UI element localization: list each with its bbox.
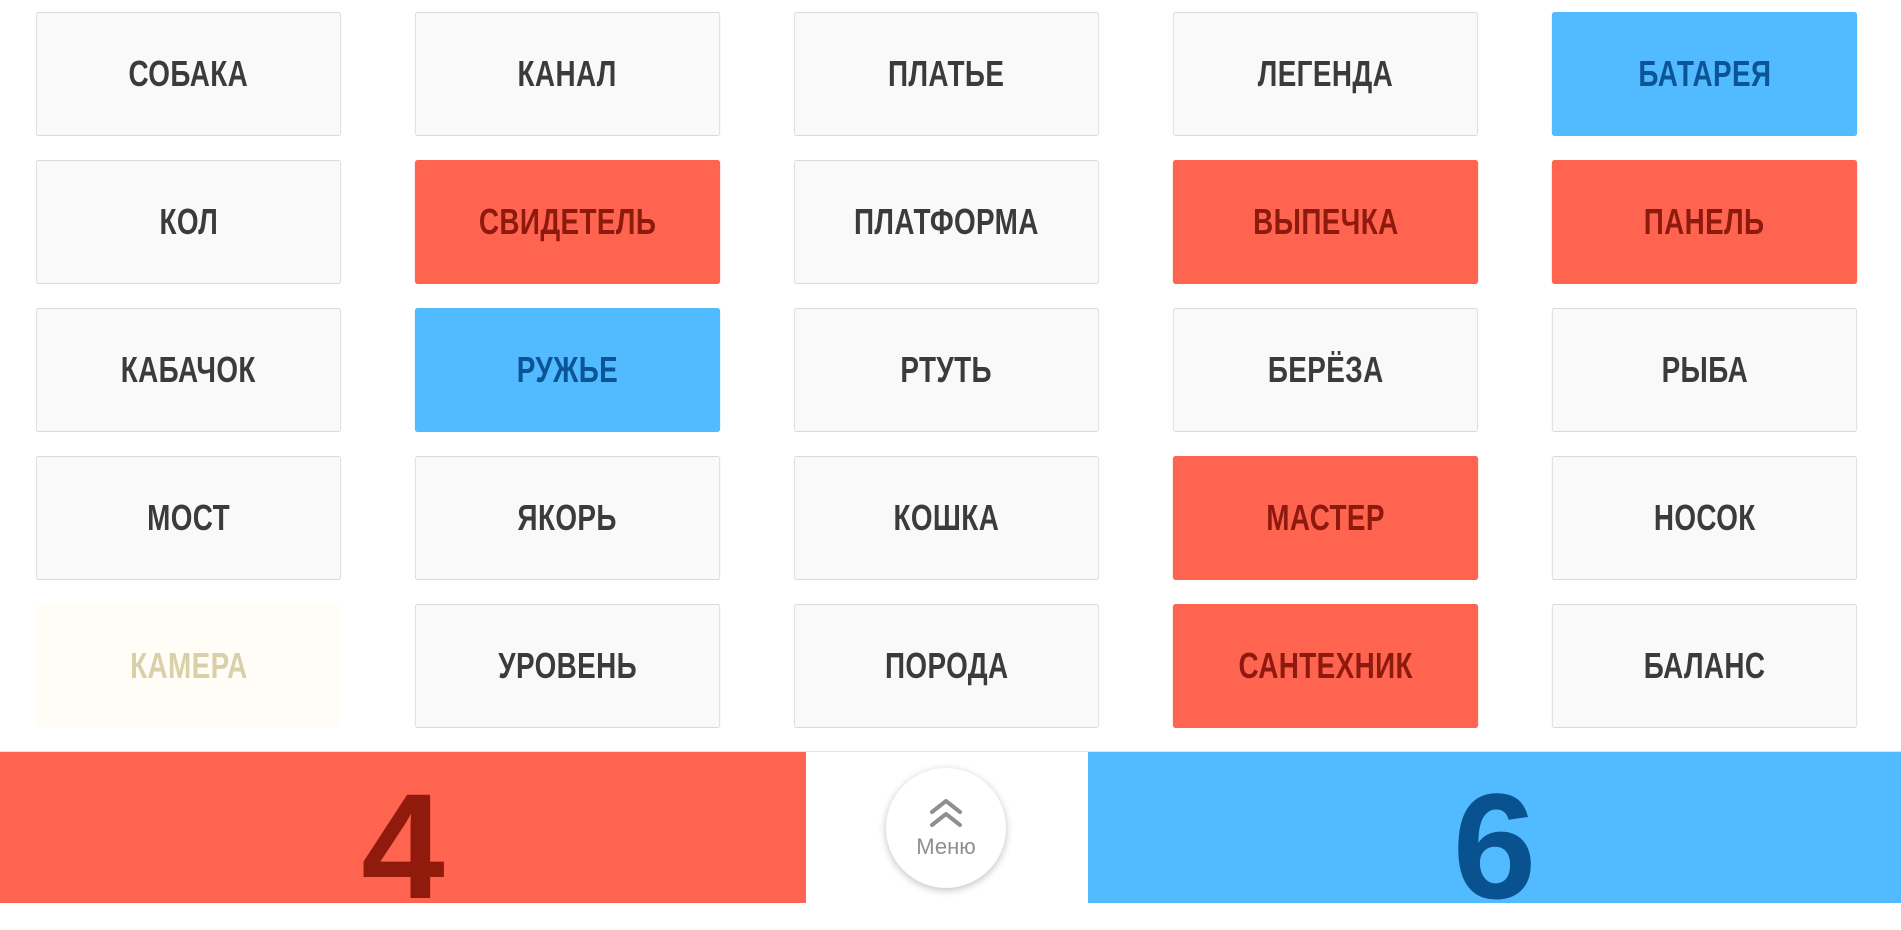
word-card[interactable]: ВЫПЕЧКА [1172, 160, 1479, 284]
word-card[interactable]: БАТАРЕЯ [1551, 12, 1858, 136]
card-word: ЛЕГЕНДА [1257, 53, 1394, 94]
menu-button[interactable]: Меню [886, 768, 1006, 888]
card-word: КАНАЛ [517, 53, 618, 94]
card-word: КАМЕРА [129, 645, 248, 686]
word-card[interactable]: МАСТЕР [1172, 456, 1479, 580]
word-card[interactable]: ЛЕГЕНДА [1172, 12, 1479, 136]
card-word: РТУТЬ [900, 349, 993, 390]
card-word: КАБАЧОК [120, 349, 257, 390]
word-card[interactable]: СВИДЕТЕЛЬ [414, 160, 721, 284]
word-card[interactable]: ПОРОДА [793, 604, 1100, 728]
score-bar: 4 6 [0, 751, 1901, 921]
word-card[interactable]: МОСТ [35, 456, 342, 580]
word-card[interactable]: РУЖЬЕ [414, 308, 721, 432]
game-board: СОБАКА КАНАЛ ПЛАТЬЕ ЛЕГЕНДА БАТАРЕЯ КОЛ СВИДЕТ… [11, 12, 1882, 728]
word-card[interactable]: НОСОК [1551, 456, 1858, 580]
word-card[interactable]: КАБАЧОК [35, 308, 342, 432]
word-card[interactable]: РЫБА [1551, 308, 1858, 432]
card-word: КОЛ [159, 201, 218, 242]
word-card[interactable]: БАЛАНС [1551, 604, 1858, 728]
double-chevron-up-icon [930, 799, 962, 827]
card-word: САНТЕХНИК [1238, 645, 1413, 686]
red-team-score: 4 [0, 752, 806, 921]
word-card[interactable]: ПЛАТФОРМА [793, 160, 1100, 284]
word-card[interactable]: УРОВЕНЬ [414, 604, 721, 728]
card-word: ПЛАТЬЕ [888, 53, 1005, 94]
card-word: ВЫПЕЧКА [1252, 201, 1399, 242]
card-word: СОБАКА [128, 53, 249, 94]
blue-team-score: 6 [1088, 752, 1901, 921]
card-word: ПАНЕЛЬ [1644, 201, 1765, 242]
card-word: НОСОК [1653, 497, 1756, 538]
word-card[interactable]: ПАНЕЛЬ [1551, 160, 1858, 284]
card-word: ЯКОРЬ [517, 497, 618, 538]
word-card[interactable]: КОШКА [793, 456, 1100, 580]
card-word: УРОВЕНЬ [498, 645, 637, 686]
word-card[interactable]: КАНАЛ [414, 12, 721, 136]
blue-score-value: 6 [1452, 761, 1537, 930]
word-card[interactable]: РТУТЬ [793, 308, 1100, 432]
card-word: БЕРЁЗА [1267, 349, 1384, 390]
word-card[interactable]: КАМЕРА [35, 604, 342, 728]
word-card[interactable]: БЕРЁЗА [1172, 308, 1479, 432]
card-word: БАЛАНС [1643, 645, 1766, 686]
menu-label: Меню [916, 834, 976, 859]
word-card[interactable]: САНТЕХНИК [1172, 604, 1479, 728]
card-word: МАСТЕР [1266, 497, 1385, 538]
card-word: РУЖЬЕ [516, 349, 619, 390]
card-word: РЫБА [1661, 349, 1748, 390]
card-word: КОШКА [893, 497, 1000, 538]
word-card[interactable]: КОЛ [35, 160, 342, 284]
card-word: БАТАРЕЯ [1637, 53, 1771, 94]
red-score-value: 4 [361, 761, 445, 930]
word-card[interactable]: ПЛАТЬЕ [793, 12, 1100, 136]
word-card[interactable]: СОБАКА [35, 12, 342, 136]
card-word: СВИДЕТЕЛЬ [478, 201, 657, 242]
word-card[interactable]: ЯКОРЬ [414, 456, 721, 580]
card-word: ПОРОДА [884, 645, 1009, 686]
card-word: МОСТ [147, 497, 230, 538]
card-word: ПЛАТФОРМА [854, 201, 1039, 242]
